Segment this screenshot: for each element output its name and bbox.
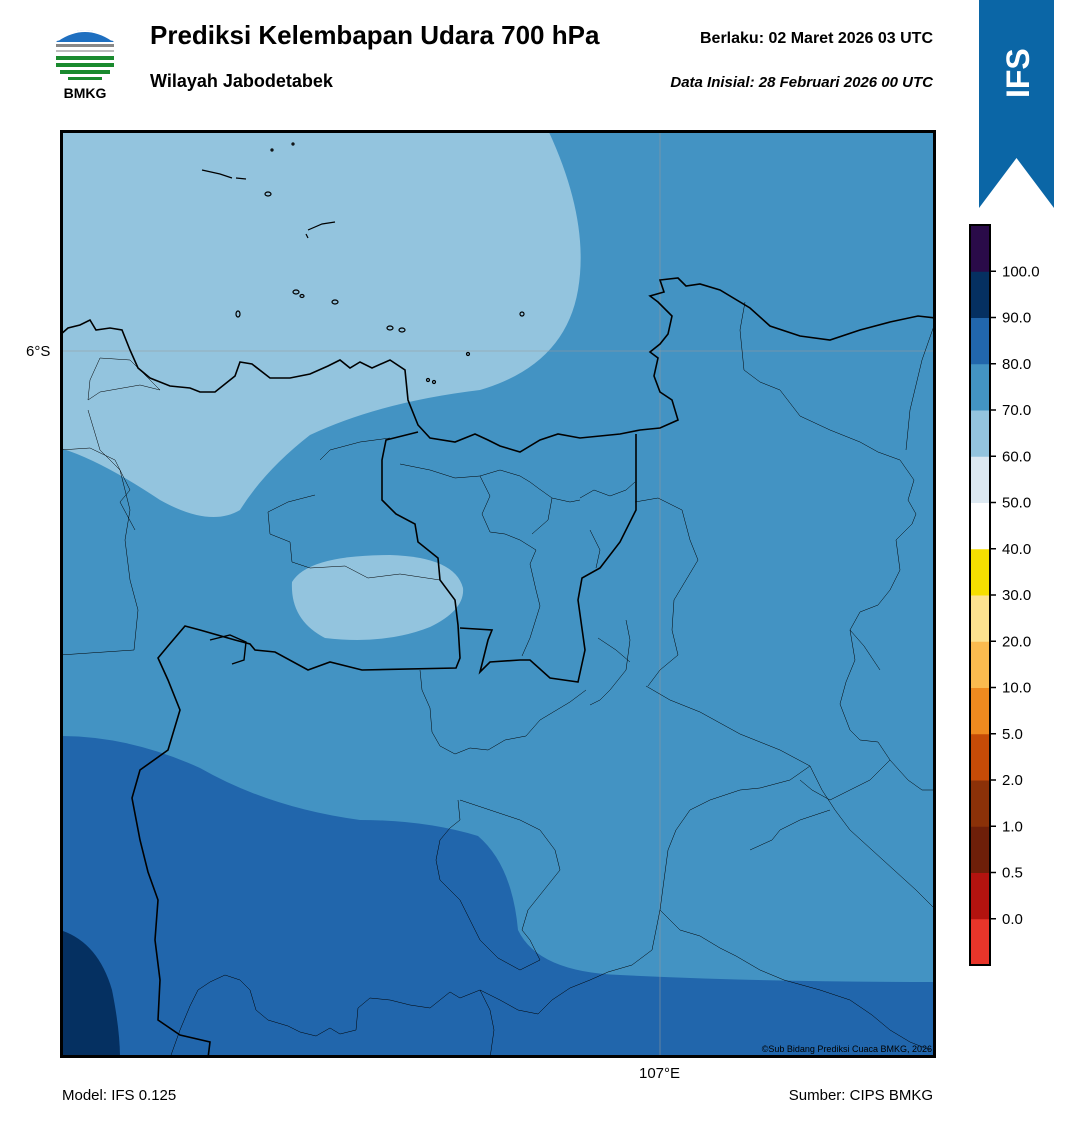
map-copyright: ©Sub Bidang Prediksi Cuaca BMKG, 2026 (762, 1044, 932, 1054)
province-border (209, 634, 247, 665)
model-label: Model: IFS 0.125 (62, 1087, 177, 1104)
band-60-70-north (62, 132, 581, 518)
colorbar-segment (970, 548, 990, 596)
source-label: Sumber: CIPS BMKG (788, 1087, 933, 1104)
colorbar-segment (970, 872, 990, 920)
colorbar-label: 50.0 (1002, 495, 1031, 512)
banner-text: IFS (1000, 48, 1036, 98)
colorbar-segment (970, 918, 990, 966)
colorbar-label: 10.0 (1002, 680, 1031, 697)
lat-label-6s: 6°S (26, 343, 51, 360)
colorbar-segment (970, 641, 990, 688)
province-border (459, 434, 637, 683)
banner-shape (979, 0, 1054, 208)
colorbar-label: 60.0 (1002, 448, 1031, 465)
valid-time: Berlaku: 02 Maret 2026 03 UTC (700, 30, 933, 47)
colorbar-segment (970, 225, 990, 272)
colorbar-label: 80.0 (1002, 356, 1031, 373)
province-border (131, 431, 461, 1056)
colorbar-label: 90.0 (1002, 310, 1031, 327)
colorbar-label: 0.5 (1002, 865, 1023, 882)
colorbar-segment (970, 502, 990, 550)
humidity-map: ©Sub Bidang Prediksi Cuaca BMKG, 2026 (60, 130, 936, 1058)
lon-label-107e: 107°E (639, 1065, 681, 1082)
region-subtitle: Wilayah Jabodetabek (150, 71, 333, 91)
colorbar-segment (970, 456, 990, 503)
colorbar-segment (970, 271, 990, 318)
colorbar-label: 0.0 (1002, 911, 1023, 928)
regency-borders (62, 301, 934, 1056)
init-time: Data Inisial: 28 Februari 2026 00 UTC (670, 74, 933, 91)
band-60-70-center (291, 555, 464, 640)
ifs-banner: IFS (979, 0, 1054, 208)
colorbar-label: 70.0 (1002, 402, 1031, 419)
colorbar-frame (969, 224, 991, 966)
band-90-100 (62, 930, 120, 1056)
map-frame (60, 130, 936, 1058)
colorbar-label: 1.0 (1002, 818, 1023, 835)
colorbar-segment (970, 317, 990, 365)
colorbar-segment (970, 363, 990, 411)
colorbar-label: 100.0 (1002, 263, 1040, 280)
logo-emblem (56, 30, 114, 80)
colorbar-segment (970, 595, 990, 642)
colorbar-segment (970, 733, 990, 781)
colorbar-label: 40.0 (1002, 541, 1031, 558)
logo-text: BMKG (64, 85, 107, 101)
thousand-islands (201, 142, 525, 385)
colorbar-segment (970, 410, 990, 457)
colorbar-segment (970, 826, 990, 873)
colorbar-segment (970, 687, 990, 735)
colorbar-label: 20.0 (1002, 633, 1031, 650)
page-title: Prediksi Kelembapan Udara 700 hPa (150, 20, 600, 50)
coastline (62, 277, 934, 453)
colorbar-label: 2.0 (1002, 772, 1023, 789)
band-80-90 (62, 736, 934, 1056)
colorbar-label: 5.0 (1002, 726, 1023, 743)
bmkg-logo: BMKG (56, 30, 114, 101)
colorbar-segment (970, 780, 990, 827)
humidity-colorbar: 0.0 0.5 1.0 2.0 5.0 10.0 20.0 30.0 40.0 50.0 60.0 7… (969, 224, 1040, 966)
colorbar-label: 30.0 (1002, 587, 1031, 604)
